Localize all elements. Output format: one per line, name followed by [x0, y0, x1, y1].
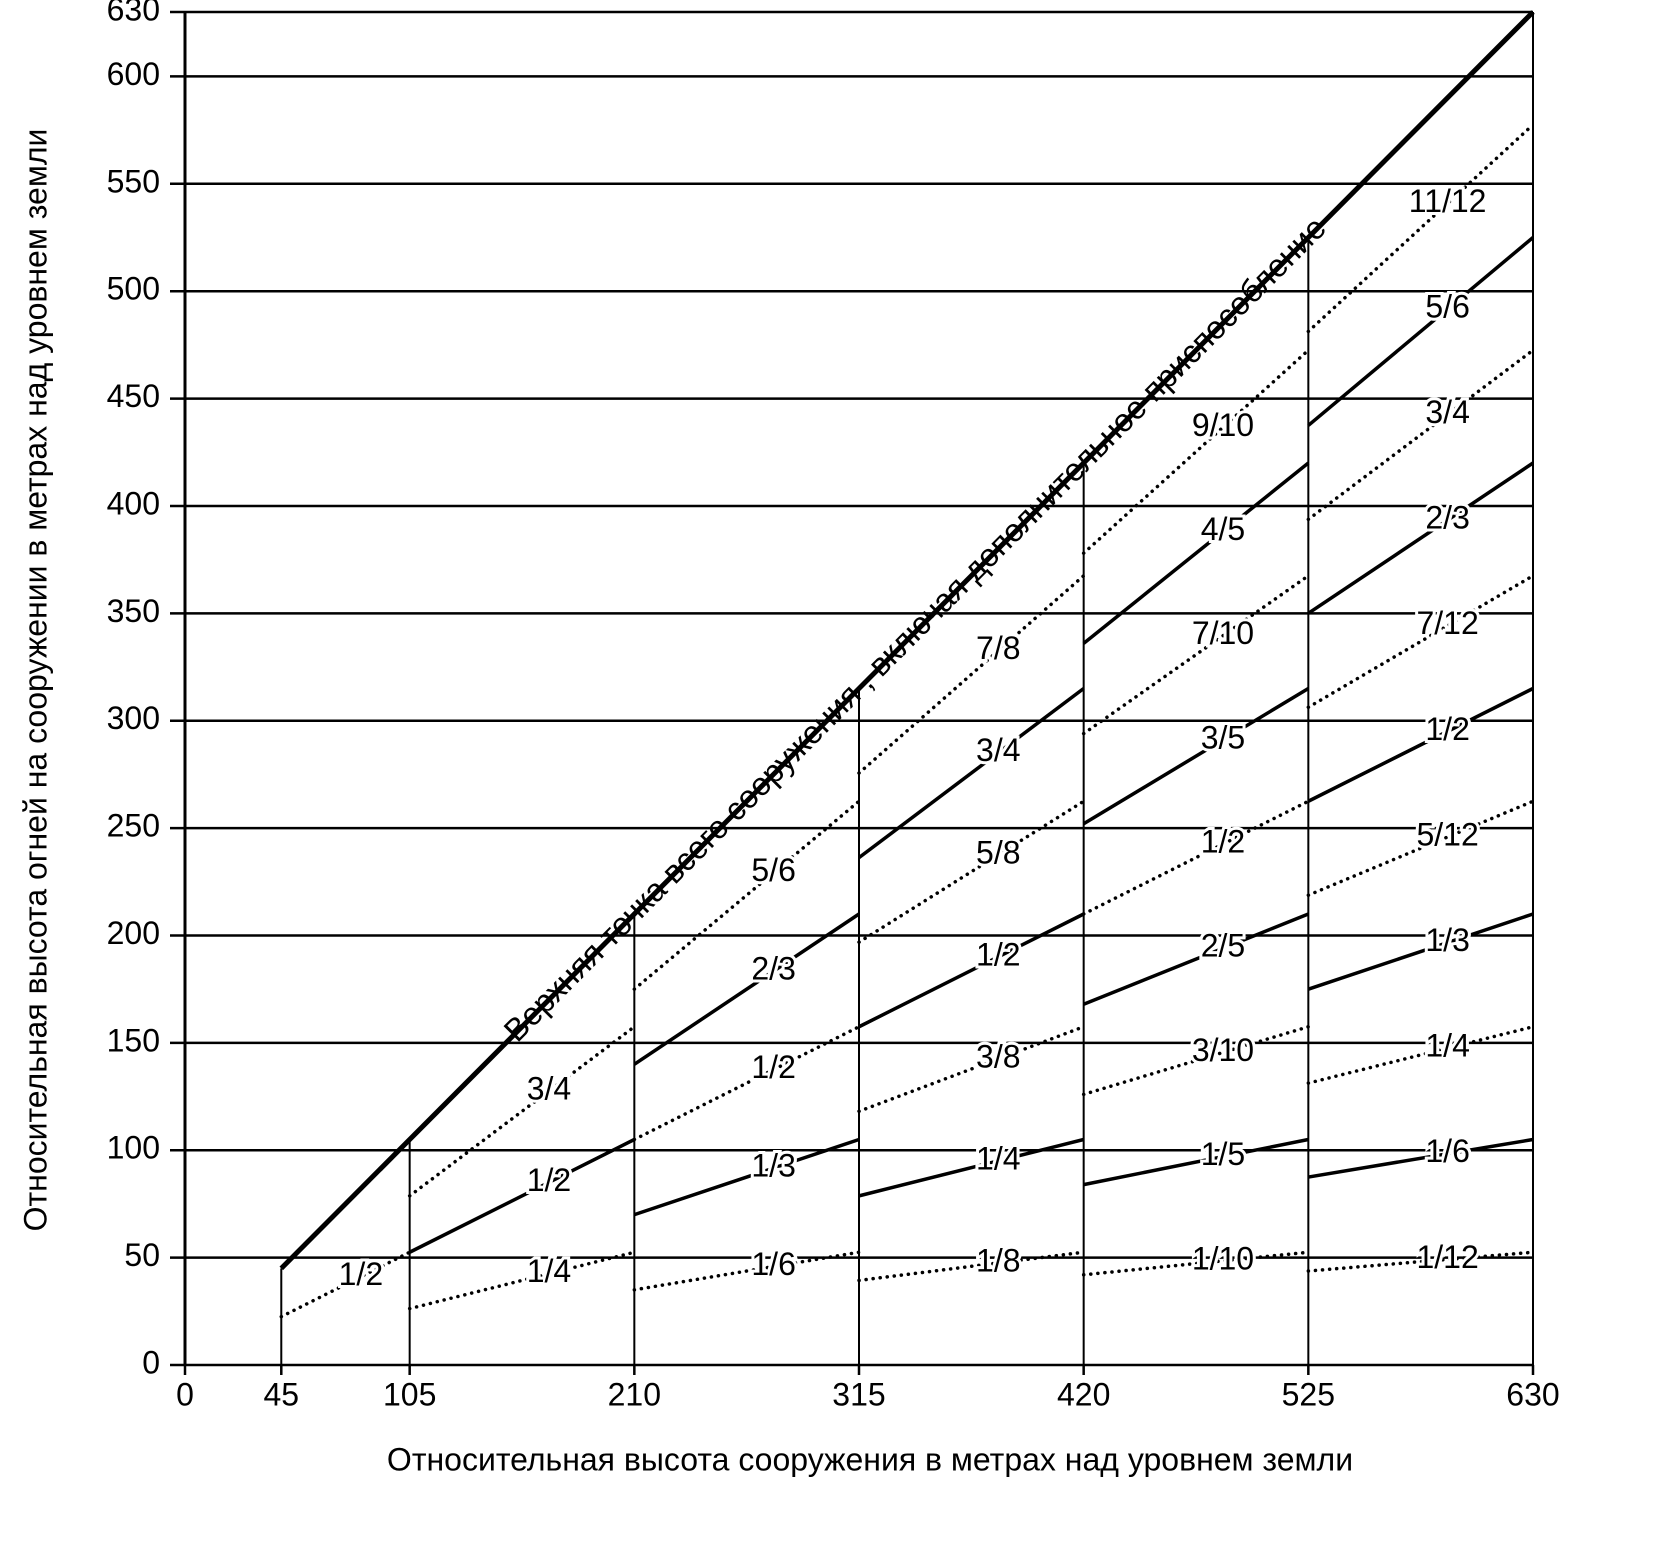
series-line	[857, 687, 1085, 860]
series-label: 1/6	[1425, 1133, 1469, 1169]
series-line	[858, 912, 1085, 1029]
series-label: 7/10	[1192, 615, 1254, 651]
series-label: 1/4	[527, 1253, 571, 1289]
series-line	[633, 912, 860, 1066]
x-tick-label: 525	[1282, 1376, 1335, 1412]
series-label: 1/2	[1425, 711, 1469, 747]
series-line	[1307, 236, 1535, 427]
series-label: 3/10	[1192, 1032, 1254, 1068]
x-tick-label: 315	[832, 1376, 885, 1412]
series-label: 5/12	[1416, 816, 1478, 852]
series-line	[1083, 1137, 1309, 1187]
series-label: 3/8	[976, 1038, 1020, 1074]
series-line	[1082, 461, 1310, 645]
series-line	[1306, 123, 1535, 334]
series-label: 4/5	[1201, 511, 1245, 547]
series-line	[408, 1137, 636, 1254]
series-label: 1/5	[1201, 1136, 1245, 1172]
y-tick-label: 300	[107, 700, 160, 736]
series-line	[633, 1137, 860, 1217]
series-label: 2/5	[1201, 928, 1245, 964]
series-label: 3/4	[1425, 394, 1469, 430]
series-label: 5/8	[976, 834, 1020, 870]
series-line	[1081, 574, 1311, 736]
series-line	[857, 1250, 1086, 1283]
series-label: 1/2	[976, 936, 1020, 972]
series-line	[632, 1025, 861, 1142]
series-line	[857, 574, 1086, 775]
series-line	[1308, 1137, 1534, 1179]
x-axis-title: Относительная высота сооружения в метрах…	[387, 1441, 1353, 1477]
series-label: 1/2	[527, 1162, 571, 1198]
series-line	[1081, 799, 1311, 916]
series-line	[279, 1250, 412, 1319]
y-tick-label: 450	[107, 378, 160, 414]
series-label: 11/12	[1409, 183, 1487, 219]
series-label: 1/10	[1192, 1240, 1254, 1276]
series-label: 1/3	[751, 1148, 795, 1184]
y-tick-label: 50	[124, 1237, 160, 1273]
series-line	[1306, 1025, 1535, 1085]
y-tick-label: 0	[142, 1344, 160, 1380]
series-line	[1082, 687, 1310, 826]
x-tick-label: 630	[1506, 1376, 1559, 1412]
x-tick-label: 45	[263, 1376, 299, 1412]
series-line	[1081, 1250, 1311, 1277]
series-line	[1306, 1250, 1535, 1273]
series-label: 7/12	[1416, 605, 1478, 641]
y-tick-label: 200	[107, 915, 160, 951]
y-axis-title: Относительная высота огней на сооружении…	[17, 129, 53, 1232]
series-line	[407, 1250, 637, 1311]
series-line	[1306, 799, 1535, 897]
series-label: 3/4	[976, 732, 1020, 768]
x-tick-label: 105	[383, 1376, 436, 1412]
series-label: 1/4	[1425, 1028, 1469, 1064]
series-label: 1/2	[1201, 824, 1245, 860]
series-label: 2/3	[1425, 500, 1469, 536]
series-label: 1/2	[751, 1049, 795, 1085]
x-tick-label: 420	[1057, 1376, 1110, 1412]
y-tick-label: 100	[107, 1130, 160, 1166]
series-line	[1306, 574, 1535, 710]
series-line	[279, 10, 1535, 1271]
y-tick-label: 550	[107, 163, 160, 199]
series-line	[1307, 686, 1534, 803]
y-tick-label: 600	[107, 56, 160, 92]
series-label: 9/10	[1192, 407, 1254, 443]
y-tick-label: 500	[107, 271, 160, 307]
y-tick-label: 150	[107, 1022, 160, 1058]
series-line	[1081, 348, 1311, 555]
series-line	[407, 1025, 637, 1198]
y-tick-label: 400	[107, 485, 160, 521]
series-line	[857, 1025, 1086, 1114]
series-label: 2/3	[751, 951, 795, 987]
series-line	[632, 799, 861, 991]
series-line	[858, 1137, 1085, 1198]
series-line	[857, 799, 1086, 944]
y-tick-label: 250	[107, 808, 160, 844]
series-line	[1083, 912, 1309, 1006]
series-label: 1/12	[1416, 1239, 1478, 1275]
series-label: 3/5	[1201, 719, 1245, 755]
series-line	[1307, 461, 1534, 615]
series-label: 1/3	[1425, 922, 1469, 958]
series-line	[632, 1250, 861, 1292]
series-label: 5/6	[1425, 288, 1469, 324]
series-label: 1/4	[976, 1140, 1020, 1176]
y-tick-label: 350	[107, 593, 160, 629]
series-label: 1/8	[976, 1242, 1020, 1278]
series-label: 1/6	[751, 1246, 795, 1282]
series-label: 3/4	[527, 1070, 571, 1106]
series-label: 5/6	[751, 852, 795, 888]
series-line	[1307, 912, 1534, 991]
series-label: 1/2	[339, 1256, 383, 1292]
series-label: 7/8	[976, 630, 1020, 666]
x-tick-label: 210	[608, 1376, 661, 1412]
series-line	[1306, 348, 1535, 522]
y-tick-label: 630	[107, 0, 160, 27]
x-tick-label: 0	[176, 1376, 194, 1412]
